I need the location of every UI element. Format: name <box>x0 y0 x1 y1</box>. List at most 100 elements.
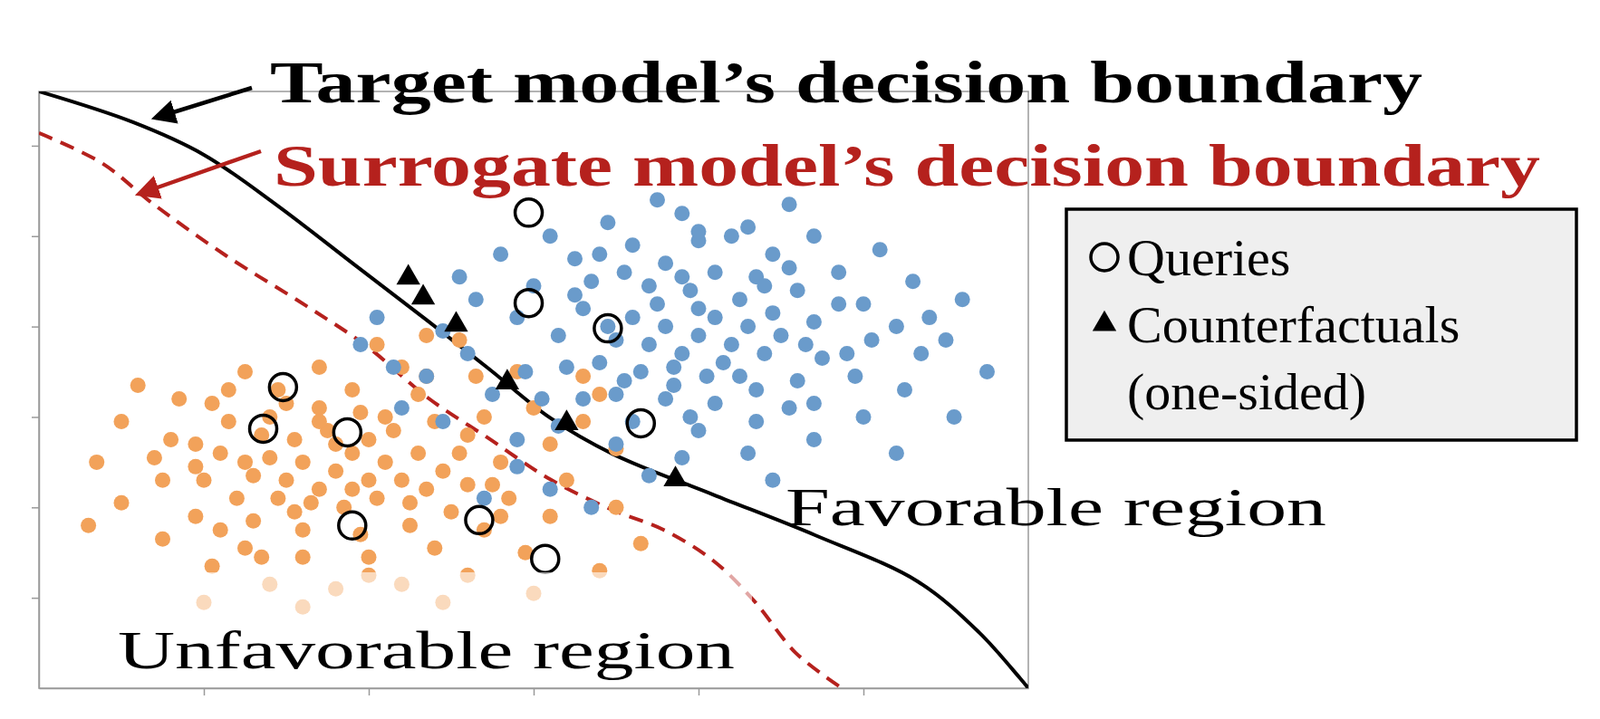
point <box>665 359 682 376</box>
point <box>361 549 377 566</box>
point <box>764 305 781 321</box>
point <box>740 445 756 462</box>
series-points <box>80 327 649 616</box>
point <box>418 368 434 385</box>
point <box>410 445 426 462</box>
tick-mark <box>533 688 536 696</box>
point <box>608 436 625 453</box>
point <box>806 395 822 412</box>
point <box>781 260 798 276</box>
tick <box>31 236 39 238</box>
point <box>691 300 707 317</box>
point <box>856 296 872 312</box>
point <box>212 522 229 539</box>
point <box>830 296 847 312</box>
point <box>452 332 468 348</box>
annotation: Favorable region <box>785 477 1327 538</box>
y-axis <box>31 92 40 690</box>
point <box>665 377 682 394</box>
point <box>338 511 367 540</box>
point <box>938 332 955 348</box>
point <box>163 432 179 448</box>
point <box>682 282 698 299</box>
tick <box>203 688 205 696</box>
point <box>616 373 633 389</box>
point <box>212 445 229 462</box>
point <box>146 450 163 466</box>
point <box>402 518 418 534</box>
x-axis <box>39 688 1030 696</box>
point <box>492 246 509 262</box>
point <box>515 199 543 227</box>
point <box>790 282 806 299</box>
point <box>674 346 690 362</box>
point <box>114 495 130 511</box>
tick <box>31 507 39 509</box>
point <box>773 327 790 344</box>
chart: Favorable regionUnfavorable regionTarget… <box>0 0 1600 719</box>
point <box>888 445 905 462</box>
boundary-label: Target model’s decision boundary <box>269 48 1423 116</box>
point <box>269 374 297 402</box>
point <box>856 409 872 425</box>
point <box>221 414 237 430</box>
point <box>781 400 798 416</box>
point <box>369 309 386 326</box>
tick <box>533 688 535 696</box>
callout-arrow <box>155 87 252 118</box>
point <box>327 463 344 480</box>
point <box>269 491 286 507</box>
point <box>756 278 772 294</box>
point <box>542 509 559 525</box>
callout-arrow <box>139 151 261 194</box>
point <box>657 391 674 407</box>
point <box>740 219 756 235</box>
tick <box>31 416 39 418</box>
point <box>542 481 559 498</box>
point <box>790 373 806 389</box>
legend: QueriesCounterfactuals(one-sided) <box>1066 209 1577 441</box>
point <box>674 269 690 285</box>
point <box>559 472 575 489</box>
point <box>583 500 599 516</box>
point <box>434 414 451 430</box>
point <box>649 296 666 312</box>
point <box>311 400 328 416</box>
point <box>476 491 492 507</box>
point <box>394 400 410 416</box>
point <box>707 309 723 326</box>
point <box>554 409 579 431</box>
point <box>344 481 360 498</box>
point <box>492 509 509 525</box>
series-points <box>250 199 656 573</box>
point <box>575 391 591 407</box>
point <box>237 540 253 557</box>
tick <box>31 597 39 599</box>
tick-mark <box>31 507 39 510</box>
point <box>888 318 905 335</box>
point <box>921 309 937 326</box>
point <box>369 491 386 507</box>
point <box>154 531 171 548</box>
point <box>542 228 559 244</box>
point <box>674 450 690 466</box>
point <box>196 472 213 489</box>
tick <box>698 688 700 696</box>
point <box>369 337 386 353</box>
point <box>633 364 649 380</box>
point <box>905 273 921 290</box>
tick <box>31 327 39 328</box>
tick-mark <box>863 688 866 696</box>
point <box>707 264 723 280</box>
point <box>872 241 888 258</box>
point <box>114 414 130 430</box>
point <box>385 423 402 439</box>
point <box>515 289 543 318</box>
point <box>250 414 278 443</box>
point <box>517 364 533 380</box>
point <box>663 465 687 487</box>
point <box>567 287 583 303</box>
point <box>559 359 575 376</box>
point <box>465 506 493 534</box>
point <box>599 214 616 231</box>
